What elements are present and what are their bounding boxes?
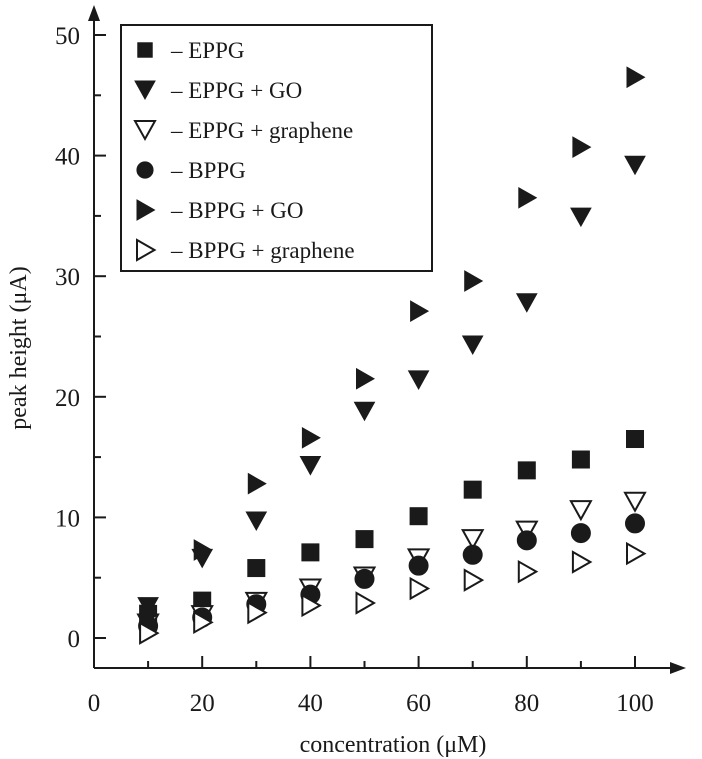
x-tick-label: 20: [190, 690, 215, 717]
legend-label-2: – EPPG + GO: [170, 78, 302, 103]
data-point: [625, 513, 645, 534]
x-tick-label: 60: [406, 690, 431, 717]
legend-label-5: – BPPG + GO: [170, 198, 303, 223]
data-point: [461, 335, 484, 355]
data-point: [408, 555, 429, 576]
data-point: [193, 610, 214, 635]
series-1: [139, 430, 644, 623]
data-point: [409, 507, 428, 526]
x-tick-label: 40: [298, 690, 323, 717]
data-point: [516, 530, 537, 551]
legend-marker-2: [134, 80, 156, 101]
data-point: [247, 559, 266, 578]
y-tick-label: 20: [55, 385, 80, 412]
y-axis-label: peak height (μA): [6, 266, 32, 429]
legend-marker-4: [136, 161, 154, 179]
data-point: [410, 300, 430, 323]
legend-marker-3: [133, 120, 157, 142]
data-point: [572, 136, 592, 159]
legend-label-1: – EPPG: [170, 38, 245, 63]
data-point: [193, 539, 213, 561]
x-tick-label: 80: [514, 690, 539, 717]
data-point: [571, 550, 593, 574]
series-5: [139, 66, 646, 626]
x-axis-arrow-icon: [670, 662, 686, 674]
data-point: [463, 480, 482, 499]
legend-label-4: – BPPG: [170, 158, 246, 183]
data-point: [571, 450, 590, 469]
ticks: 0 20 40 60 80 100 0 10 20 30 40 50: [55, 23, 654, 717]
data-point: [570, 207, 592, 228]
data-point: [626, 430, 644, 449]
legend-label-3: – EPPG + graphene: [170, 118, 353, 143]
data-point: [515, 293, 538, 313]
data-point: [245, 511, 268, 532]
y-tick-label: 40: [55, 144, 80, 171]
data-point: [353, 401, 376, 422]
data-point: [626, 541, 647, 566]
y-axis-arrow-icon: [88, 5, 100, 21]
data-point: [623, 491, 647, 513]
data-points: [136, 66, 647, 645]
legend-marker-6: [136, 238, 157, 262]
data-point: [462, 544, 483, 565]
data-point: [570, 523, 591, 544]
y-tick-label: 30: [55, 264, 80, 291]
data-point: [301, 593, 322, 618]
data-point: [626, 66, 646, 89]
data-point: [301, 426, 321, 449]
series-4: [138, 513, 645, 636]
data-point: [139, 604, 159, 626]
x-tick-label: 0: [88, 690, 101, 717]
x-axis-label: concentration (μM): [300, 732, 487, 758]
y-tick-label: 10: [55, 505, 80, 532]
y-tick-label: 50: [55, 23, 80, 50]
data-point: [356, 367, 376, 390]
data-point: [518, 186, 538, 209]
legend-label-6: – BPPG + graphene: [170, 238, 355, 263]
x-tick-label: 100: [616, 690, 654, 717]
data-point: [247, 472, 267, 495]
data-point: [517, 461, 536, 480]
data-point: [355, 530, 374, 549]
data-point: [355, 591, 377, 615]
data-point: [301, 543, 320, 562]
data-point: [354, 568, 375, 589]
data-point: [409, 576, 431, 601]
data-point: [407, 370, 430, 390]
data-point: [299, 456, 322, 476]
legend: – EPPG – EPPG + GO – EPPG + graphene – BPPG…: [120, 24, 433, 272]
data-point: [517, 559, 539, 584]
data-point: [139, 621, 160, 645]
series-3: [136, 491, 647, 635]
data-point: [624, 155, 646, 176]
legend-marker-1: [137, 42, 153, 58]
data-point: [569, 500, 593, 522]
data-point: [461, 529, 485, 551]
data-point: [463, 568, 485, 592]
legend-box: [120, 24, 433, 272]
y-tick-label: 0: [68, 626, 81, 653]
series-6: [139, 541, 647, 645]
legend-marker-5: [136, 199, 156, 221]
data-point: [247, 600, 268, 625]
data-point: [464, 270, 484, 292]
axes: [88, 5, 686, 674]
